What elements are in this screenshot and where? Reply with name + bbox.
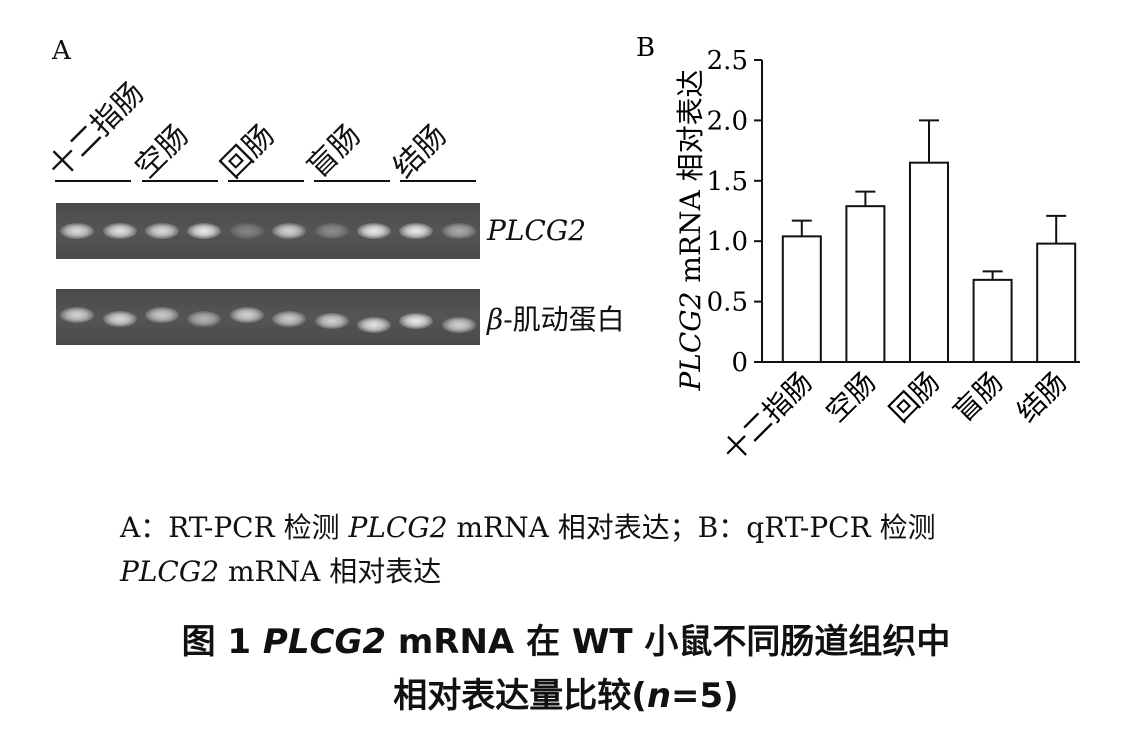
- x-tick-label: 盲肠: [947, 366, 1010, 429]
- gel-band: [357, 317, 391, 333]
- figure-title-line-2: 相对表达量比较(n=5): [393, 676, 739, 716]
- y-tick-label: 0: [731, 348, 748, 378]
- gel-band: [272, 223, 307, 239]
- y-tick-label: 1.5: [707, 167, 748, 197]
- y-axis-label: PLCG2 mRNA 相对表达: [674, 69, 707, 391]
- lane-underline: [228, 180, 304, 182]
- lane-underline: [142, 180, 218, 182]
- panel-a-label: A: [52, 36, 71, 66]
- y-tick-label: 1.0: [707, 227, 748, 257]
- bar-chart: B 0 0.5 1.0 1.5 2.0 2.5 十二指肠 空肠 回肠 盲肠 结肠 PLCG2 mR…: [636, 33, 1080, 469]
- bar: [972, 278, 1013, 363]
- lane-underline: [400, 180, 476, 182]
- lane-underline: [314, 180, 390, 182]
- gel-band: [399, 313, 434, 329]
- gel-band: [399, 223, 434, 239]
- gel-band: [272, 311, 307, 327]
- bar: [909, 161, 949, 363]
- lane-label: 盲肠: [300, 118, 368, 186]
- x-tick-label: 回肠: [883, 366, 946, 429]
- x-tick-label: 十二指肠: [716, 366, 819, 469]
- caption-line-1: A：RT-PCR 检测 PLCG2 mRNA 相对表达；B：qRT-PCR 检测: [120, 511, 936, 544]
- beta-actin-gel: [56, 289, 480, 345]
- plcg2-gel-label: PLCG2: [487, 214, 587, 247]
- x-tick-label: 结肠: [1010, 366, 1073, 429]
- bar: [1036, 242, 1077, 363]
- gel-band: [357, 223, 391, 239]
- gel-band: [102, 311, 137, 327]
- gel-band: [314, 313, 349, 329]
- lane-label: 回肠: [214, 118, 282, 186]
- caption-line-2: PLCG2 mRNA 相对表达: [120, 555, 442, 588]
- caption: A：RT-PCR 检测 PLCG2 mRNA 相对表达；B：qRT-PCR 检测…: [120, 506, 936, 594]
- y-tick-label: 2.5: [707, 46, 748, 76]
- gel-band: [314, 223, 349, 239]
- gel-band: [229, 223, 264, 239]
- gel-band: [145, 223, 179, 239]
- gel-band: [441, 317, 476, 333]
- gel-band: [187, 223, 222, 239]
- figure-title-line-1: 图 1 PLCG2 mRNA 在 WT 小鼠不同肠道组织中: [181, 622, 951, 662]
- gel-band: [60, 223, 95, 239]
- y-tick-label: 0.5: [707, 288, 748, 318]
- gel-band: [441, 223, 476, 239]
- gel-band: [102, 223, 137, 239]
- lane-label: 十二指肠: [41, 75, 152, 186]
- beta-actin-gel-label: β-肌动蛋白: [487, 303, 625, 336]
- gel-band: [145, 307, 179, 323]
- lane-underline: [55, 180, 131, 182]
- gel-band: [229, 307, 264, 323]
- gel-band: [187, 311, 222, 327]
- bar: [845, 205, 886, 363]
- bar: [781, 235, 822, 363]
- panel-b-label: B: [636, 33, 655, 63]
- y-tick-label: 2.0: [707, 106, 748, 136]
- gel-band: [60, 307, 95, 323]
- lane-label: 结肠: [386, 118, 454, 186]
- lane-label: 空肠: [128, 118, 196, 186]
- plcg2-gel: [56, 203, 480, 259]
- x-tick-label: 空肠: [819, 366, 882, 429]
